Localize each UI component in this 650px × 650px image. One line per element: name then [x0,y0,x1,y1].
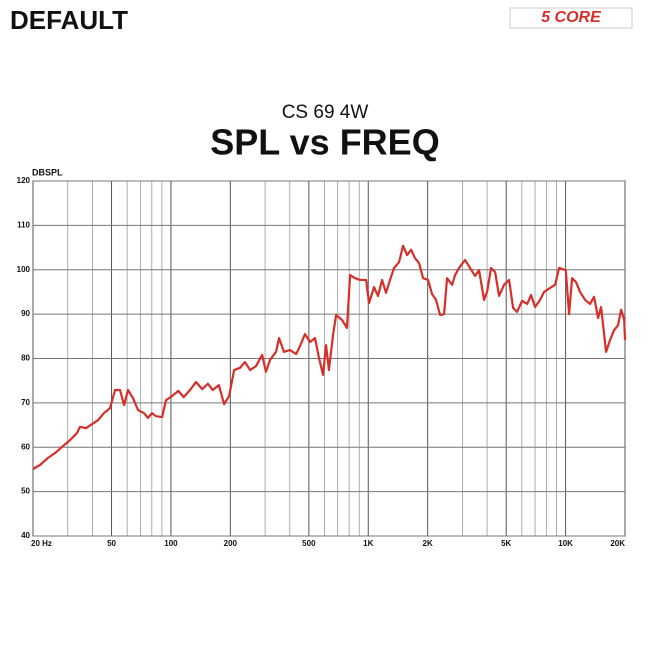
spl-line [32,244,627,470]
logo: 5 CORE [509,7,633,29]
x-tick-label: 2K [423,539,433,548]
x-tick-label: 500 [302,539,316,548]
header-label: DEFAULT [10,5,128,35]
x-tick-label: 100 [164,539,178,548]
y-tick-label: 110 [17,220,30,229]
x-tick-label: 10K [558,539,573,548]
x-tick-label: 50 [107,539,116,548]
logo-box [509,7,633,29]
y-tick-label: 120 [17,176,31,185]
logo-text: 5 CORE [541,9,602,26]
x-tick-label: 1K [363,539,373,548]
y-tick-label: 50 [21,487,30,496]
y-tick-label: 40 [21,531,30,540]
y-tick-label: 90 [21,309,30,318]
y-tick-label: 60 [21,442,30,451]
x-tick-label: 5K [501,539,511,548]
y-tick-label: 100 [17,265,31,274]
y-tick-label: 70 [21,398,30,407]
y-axis-label: DBSPL [32,167,63,177]
x-tick-label: 20 Hz [31,539,52,548]
chart-title: SPL vs FREQ [210,122,439,163]
y-tick-label: 80 [21,354,30,363]
x-tick-label: 200 [224,539,238,548]
x-tick-label: 20K [610,539,625,548]
chart-subtitle: CS 69 4W [282,102,369,123]
